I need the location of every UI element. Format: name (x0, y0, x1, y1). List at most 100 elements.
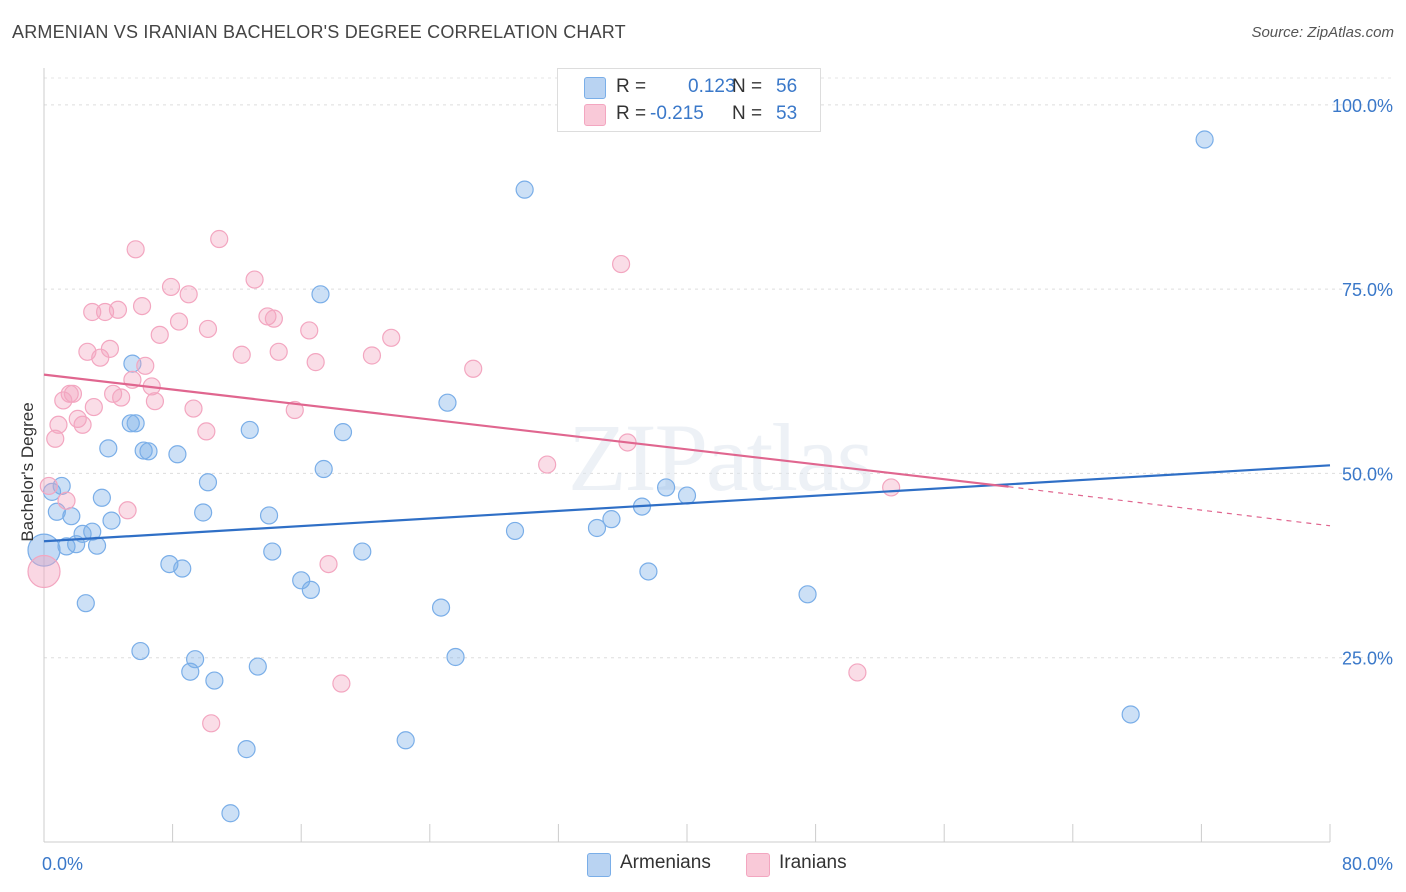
point-iranians (49, 415, 68, 434)
point-armenians (168, 445, 187, 464)
point-armenians (602, 510, 621, 529)
legend-r-label: R = (616, 103, 647, 124)
point-armenians (505, 521, 525, 541)
point-iranians (264, 309, 283, 328)
point-iranians (150, 325, 169, 344)
point-armenians (639, 562, 658, 581)
points-armenians (27, 130, 1214, 823)
point-iranians (179, 285, 198, 304)
point-iranians (145, 392, 165, 411)
point-iranians (57, 491, 76, 510)
legend-n-value: 56 (776, 76, 798, 97)
point-iranians (232, 345, 251, 364)
legend-n-label: N = (732, 76, 763, 97)
point-armenians (198, 473, 218, 492)
points-iranians (27, 229, 901, 733)
point-armenians (139, 442, 158, 461)
legend-swatch-armenians (584, 77, 606, 99)
point-iranians (300, 321, 319, 340)
y-tick-label: 75.0% (1342, 280, 1393, 300)
point-armenians (431, 598, 451, 617)
watermark: ZIPatlas (568, 404, 872, 511)
bottom-swatch-iranians (746, 853, 770, 877)
point-iranians (46, 429, 65, 448)
x-tick-labels: 0.0% 80.0% (42, 854, 1393, 874)
point-armenians (446, 647, 465, 667)
point-iranians (269, 342, 288, 361)
point-armenians (134, 441, 153, 460)
y-axis-label-wrap: Bachelor's Degree (16, 402, 40, 541)
point-iranians (126, 240, 145, 259)
point-armenians (353, 542, 372, 561)
y-tick-label: 25.0% (1342, 649, 1393, 669)
point-iranians (184, 399, 203, 418)
point-iranians (538, 455, 557, 474)
trend-line-extension-iranians (1008, 486, 1331, 527)
point-armenians (52, 476, 71, 496)
point-armenians (76, 594, 95, 613)
point-iranians (306, 353, 325, 372)
chart-title: ARMENIAN VS IRANIAN BACHELOR'S DEGREE CO… (12, 22, 626, 42)
y-tick-label: 50.0% (1342, 464, 1393, 484)
point-armenians (173, 559, 192, 578)
point-armenians (301, 580, 320, 599)
point-armenians (259, 506, 279, 525)
point-iranians (83, 302, 102, 322)
point-iranians (63, 384, 83, 403)
point-armenians (396, 731, 415, 750)
point-iranians (27, 554, 61, 589)
point-armenians (314, 459, 333, 479)
point-iranians (68, 409, 87, 428)
point-armenians (311, 285, 330, 304)
point-armenians (1195, 130, 1214, 149)
point-iranians (848, 663, 867, 682)
point-iranians (100, 339, 120, 358)
trend-line-iranians (43, 373, 1009, 488)
axes (43, 68, 1331, 843)
bottom-swatch-armenians (587, 853, 611, 877)
point-iranians (285, 400, 304, 420)
point-iranians (319, 554, 338, 574)
bottom-legend-label-iranians: Iranians (779, 852, 847, 873)
point-iranians (611, 254, 631, 274)
x-tick-label: 0.0% (42, 854, 83, 874)
point-armenians (798, 585, 817, 604)
bottom-legend-armenians: Armenians (587, 851, 727, 877)
point-iranians (382, 328, 401, 347)
x-tick-label: 80.0% (1342, 854, 1393, 874)
point-iranians (202, 714, 221, 733)
y-tick-label: 100.0% (1332, 96, 1393, 116)
point-iranians (198, 319, 218, 339)
point-iranians (118, 501, 137, 520)
point-iranians (73, 415, 92, 434)
point-armenians (292, 571, 311, 590)
point-armenians (87, 536, 107, 555)
point-iranians (108, 300, 128, 319)
point-armenians (121, 414, 140, 433)
point-armenians (248, 657, 267, 676)
point-armenians (657, 478, 676, 497)
point-iranians (210, 229, 229, 249)
point-armenians (333, 423, 353, 442)
point-armenians (102, 511, 121, 530)
point-armenians (240, 420, 259, 440)
point-armenians (99, 439, 118, 458)
y-tick-labels: 25.0% 50.0% 75.0% 100.0% (1332, 96, 1393, 669)
point-iranians (332, 674, 351, 693)
point-armenians (587, 518, 607, 538)
legend-n-value: 53 (776, 103, 798, 124)
point-armenians (677, 486, 697, 505)
legend-n-label: N = (732, 103, 763, 124)
point-armenians (1121, 705, 1140, 724)
source-label: Source: ZipAtlas.com (1251, 24, 1394, 41)
point-armenians (205, 671, 224, 690)
bottom-legend-iranians: Iranians (746, 851, 866, 877)
point-armenians (515, 180, 534, 199)
legend-swatch-iranians (584, 104, 606, 126)
trend-line-armenians (43, 464, 1331, 543)
legend-r-label: R = (616, 76, 647, 97)
point-iranians (362, 346, 382, 365)
point-iranians (464, 359, 483, 378)
gridlines (44, 77, 1394, 659)
